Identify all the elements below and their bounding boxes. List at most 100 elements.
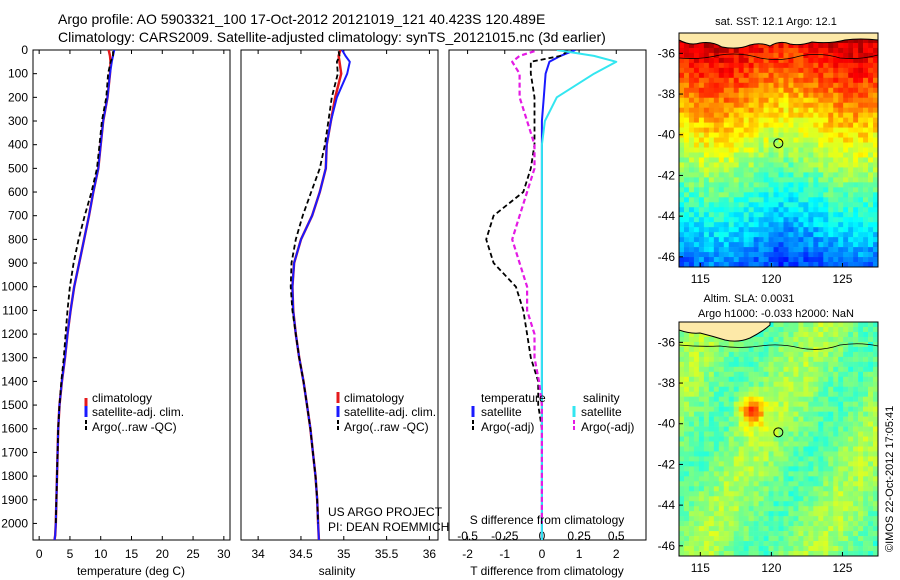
heatmap-cell bbox=[818, 356, 824, 363]
heatmap-cell bbox=[828, 476, 834, 482]
heatmap-cell bbox=[838, 232, 844, 238]
heatmap-cell bbox=[823, 386, 829, 392]
heatmap-cell bbox=[823, 147, 829, 153]
heatmap-cell bbox=[718, 132, 725, 138]
heatmap-cell bbox=[708, 501, 715, 507]
heatmap-cell bbox=[868, 57, 874, 64]
heatmap-cell bbox=[718, 62, 725, 69]
heatmap-cell bbox=[713, 97, 720, 103]
heatmap-cell bbox=[783, 521, 789, 527]
heatmap-cell bbox=[808, 351, 814, 358]
heatmap-cell bbox=[788, 411, 794, 417]
heatmap-cell bbox=[679, 506, 685, 512]
heatmap-cell bbox=[858, 62, 864, 69]
heatmap-cell bbox=[743, 351, 749, 358]
heatmap-cell bbox=[768, 546, 774, 552]
heatmap-cell bbox=[868, 381, 874, 388]
heatmap-cell bbox=[783, 87, 789, 94]
heatmap-cell bbox=[713, 112, 720, 118]
heatmap-cell bbox=[758, 466, 764, 472]
heatmap-cell bbox=[728, 147, 735, 153]
heatmap-cell bbox=[863, 257, 869, 263]
heatmap-cell bbox=[778, 102, 784, 108]
heatmap-cell bbox=[788, 521, 794, 527]
heatmap-cell bbox=[843, 521, 849, 527]
heatmap-cell bbox=[728, 486, 735, 492]
heatmap-cell bbox=[698, 217, 705, 223]
heatmap-cell bbox=[683, 207, 690, 213]
heatmap-cell bbox=[783, 112, 789, 118]
heatmap-cell bbox=[763, 361, 769, 368]
heatmap-cell bbox=[733, 506, 739, 512]
heatmap-cell bbox=[753, 536, 759, 542]
heatmap-cell bbox=[828, 326, 834, 333]
heatmap-cell bbox=[718, 112, 725, 118]
heatmap-cell bbox=[713, 541, 720, 547]
heatmap-cell bbox=[713, 197, 720, 203]
heatmap-cell bbox=[848, 511, 854, 517]
heatmap-cell bbox=[818, 122, 824, 128]
heatmap-cell bbox=[868, 446, 874, 452]
heatmap-cell bbox=[773, 322, 779, 328]
heatmap-cell bbox=[758, 501, 764, 507]
difference-xlabel-top: S difference from climatology bbox=[470, 513, 625, 527]
map-y-tick-label: -42 bbox=[658, 457, 676, 471]
heatmap-cell bbox=[873, 506, 878, 512]
heatmap-cell bbox=[773, 461, 779, 467]
heatmap-cell bbox=[798, 341, 804, 348]
heatmap-cell bbox=[788, 62, 794, 69]
heatmap-cell bbox=[853, 396, 859, 402]
heatmap-cell bbox=[768, 396, 774, 402]
heatmap-cell bbox=[753, 87, 759, 94]
heatmap-cell bbox=[773, 47, 779, 54]
heatmap-cell bbox=[868, 252, 874, 258]
heatmap-cell bbox=[863, 187, 869, 193]
heatmap-cell bbox=[758, 177, 764, 183]
heatmap-cell bbox=[773, 421, 779, 427]
heatmap-cell bbox=[723, 486, 730, 492]
heatmap-cell bbox=[853, 506, 859, 512]
heatmap-cell bbox=[868, 242, 874, 248]
heatmap-cell bbox=[733, 47, 739, 54]
heatmap-cell bbox=[768, 177, 774, 183]
heatmap-cell bbox=[833, 202, 839, 208]
heatmap-cell bbox=[788, 326, 794, 333]
heatmap-cell bbox=[728, 411, 735, 417]
heatmap-cell bbox=[788, 441, 794, 447]
heatmap-cell bbox=[723, 112, 730, 118]
heatmap-cell bbox=[838, 262, 844, 267]
heatmap-cell bbox=[853, 167, 859, 173]
heatmap-cell bbox=[828, 87, 834, 94]
heatmap-cell bbox=[788, 446, 794, 452]
heatmap-cell bbox=[838, 87, 844, 94]
heatmap-cell bbox=[718, 262, 725, 267]
heatmap-cell bbox=[823, 456, 829, 462]
heatmap-cell bbox=[708, 137, 715, 143]
heatmap-cell bbox=[733, 366, 739, 373]
heatmap-cell bbox=[838, 431, 844, 437]
heatmap-cell bbox=[778, 82, 784, 89]
heatmap-cell bbox=[813, 82, 819, 89]
heatmap-cell bbox=[818, 77, 824, 84]
heatmap-cell bbox=[828, 541, 834, 547]
heatmap-cell bbox=[808, 341, 814, 348]
heatmap-cell bbox=[693, 202, 700, 208]
heatmap-cell bbox=[813, 92, 819, 99]
heatmap-cell bbox=[858, 37, 864, 44]
heatmap-cell bbox=[698, 361, 705, 368]
heatmap-cell bbox=[718, 476, 725, 482]
heatmap-cell bbox=[703, 336, 710, 343]
heatmap-cell bbox=[873, 546, 878, 552]
heatmap-cell bbox=[708, 132, 715, 138]
heatmap-cell bbox=[858, 366, 864, 373]
heatmap-cell bbox=[753, 421, 759, 427]
heatmap-cell bbox=[868, 421, 874, 427]
heatmap-cell bbox=[679, 516, 685, 522]
heatmap-cell bbox=[753, 72, 759, 79]
heatmap-cell bbox=[713, 341, 720, 348]
heatmap-cell bbox=[788, 147, 794, 153]
heatmap-cell bbox=[833, 516, 839, 522]
heatmap-cell bbox=[833, 152, 839, 158]
heatmap-cell bbox=[778, 516, 784, 522]
heatmap-cell bbox=[703, 541, 710, 547]
